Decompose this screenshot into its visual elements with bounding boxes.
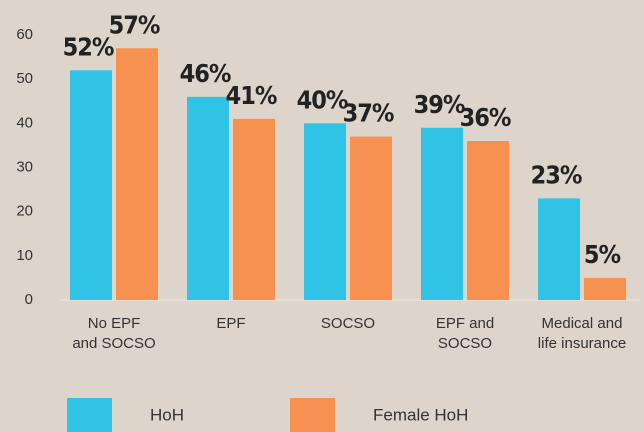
- y-tick-label: 20: [16, 203, 33, 220]
- data-label: 36%: [460, 103, 511, 132]
- x-tick-label: life insurance: [538, 335, 626, 352]
- x-tick-label: SOCSO: [438, 335, 492, 352]
- y-tick-label: 50: [16, 70, 33, 87]
- x-tick-label: No EPF: [88, 315, 141, 332]
- bar: [116, 48, 158, 300]
- bar: [421, 127, 463, 300]
- bar: [350, 136, 392, 300]
- data-label: 23%: [531, 160, 582, 189]
- x-tick-label: SOCSO: [321, 315, 375, 332]
- x-tick-label: EPF: [216, 315, 245, 332]
- bar: [70, 70, 112, 300]
- y-tick-label: 60: [16, 26, 33, 43]
- data-label: 41%: [226, 81, 277, 110]
- y-tick-label: 0: [25, 291, 33, 308]
- data-label: 5%: [584, 240, 621, 269]
- data-label: 52%: [63, 32, 114, 61]
- data-label: 39%: [414, 90, 465, 119]
- y-tick-label: 40: [16, 114, 33, 131]
- legend-swatch: [67, 398, 112, 432]
- bar: [187, 96, 229, 300]
- legend-label: HoH: [150, 405, 184, 424]
- x-tick-label: and SOCSO: [72, 335, 155, 352]
- bar: [538, 198, 580, 300]
- data-label: 57%: [109, 10, 160, 39]
- legend-label: Female HoH: [373, 405, 468, 424]
- data-label: 46%: [180, 59, 231, 88]
- bar: [584, 277, 626, 300]
- x-tick-label: EPF and: [436, 315, 494, 332]
- bar: [304, 123, 346, 300]
- bar: [233, 118, 275, 301]
- legend-swatch: [290, 398, 335, 432]
- data-label: 37%: [343, 99, 394, 128]
- data-label: 40%: [297, 85, 348, 114]
- y-tick-label: 30: [16, 158, 33, 175]
- x-tick-label: Medical and: [542, 315, 623, 332]
- bar: [467, 141, 509, 300]
- y-tick-label: 10: [16, 247, 33, 264]
